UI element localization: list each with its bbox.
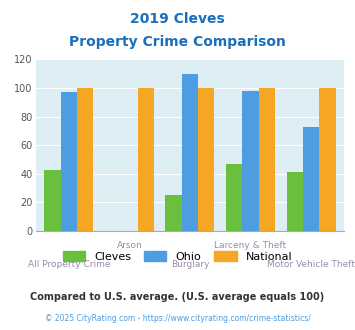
Text: All Property Crime: All Property Crime bbox=[28, 260, 110, 269]
Text: 2019 Cleves: 2019 Cleves bbox=[130, 12, 225, 25]
Text: Motor Vehicle Theft: Motor Vehicle Theft bbox=[267, 260, 355, 269]
Text: Property Crime Comparison: Property Crime Comparison bbox=[69, 35, 286, 49]
Bar bbox=[319, 88, 335, 231]
Text: © 2025 CityRating.com - https://www.cityrating.com/crime-statistics/: © 2025 CityRating.com - https://www.city… bbox=[45, 314, 310, 323]
Bar bbox=[77, 88, 93, 231]
Bar bbox=[182, 74, 198, 231]
Bar bbox=[137, 88, 154, 231]
Text: Larceny & Theft: Larceny & Theft bbox=[214, 241, 286, 250]
Bar bbox=[165, 195, 182, 231]
Bar bbox=[259, 88, 275, 231]
Bar bbox=[242, 91, 259, 231]
Bar bbox=[286, 172, 303, 231]
Text: Burglary: Burglary bbox=[171, 260, 209, 269]
Bar bbox=[303, 127, 319, 231]
Bar bbox=[44, 170, 61, 231]
Text: Compared to U.S. average. (U.S. average equals 100): Compared to U.S. average. (U.S. average … bbox=[31, 292, 324, 302]
Bar bbox=[198, 88, 214, 231]
Text: Arson: Arson bbox=[116, 241, 142, 250]
Bar bbox=[226, 164, 242, 231]
Bar bbox=[61, 92, 77, 231]
Legend: Cleves, Ohio, National: Cleves, Ohio, National bbox=[58, 247, 297, 267]
